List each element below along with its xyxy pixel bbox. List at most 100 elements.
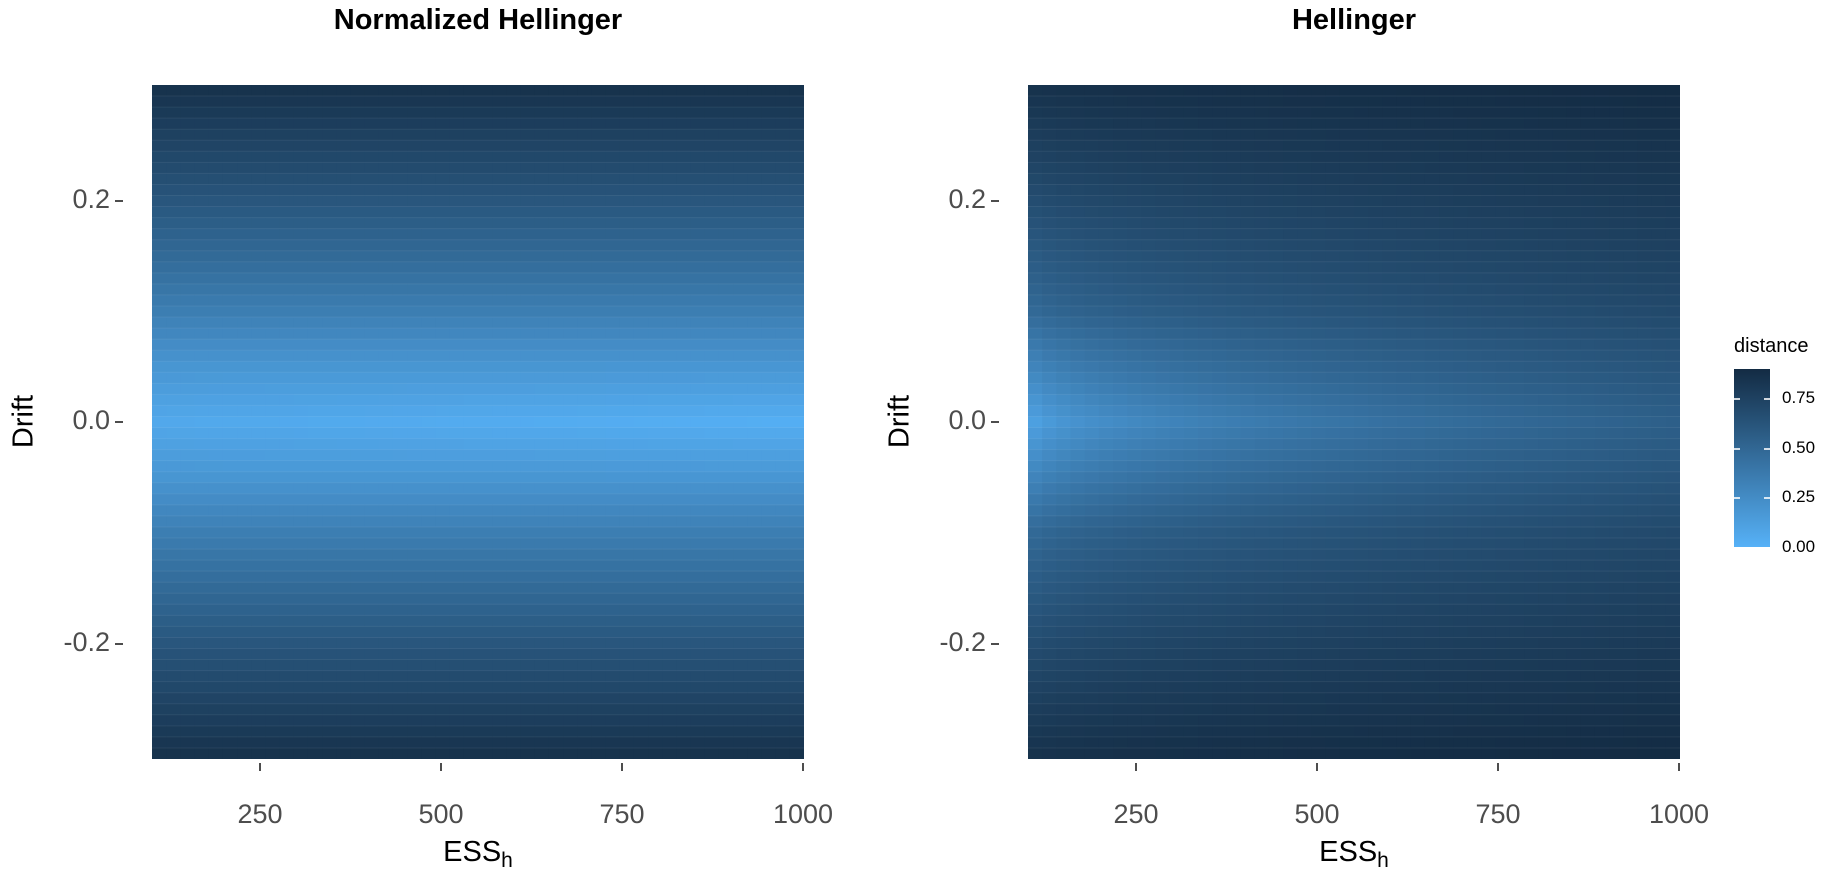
heatmap-cell bbox=[761, 317, 777, 329]
heatmap-cell bbox=[449, 604, 465, 616]
heatmap-cell bbox=[463, 283, 479, 296]
heatmap-cell bbox=[237, 438, 252, 451]
heatmap-cell bbox=[577, 405, 592, 418]
heatmap-cell bbox=[293, 118, 309, 130]
heatmap-cell bbox=[1382, 272, 1398, 285]
heatmap-cell bbox=[1311, 504, 1327, 517]
heatmap-cell bbox=[605, 526, 621, 539]
heatmap-cell bbox=[1495, 140, 1511, 152]
heatmap-cell bbox=[1665, 383, 1680, 395]
heatmap-cell bbox=[662, 538, 678, 550]
heatmap-cell bbox=[1538, 173, 1554, 186]
heatmap-cell bbox=[194, 96, 210, 108]
heatmap-cell bbox=[633, 261, 649, 274]
heatmap-cell bbox=[1609, 438, 1624, 451]
heatmap-cell bbox=[591, 615, 607, 628]
heatmap-cell bbox=[449, 593, 465, 605]
heatmap-cell bbox=[761, 151, 777, 163]
heatmap-cell bbox=[676, 582, 692, 594]
heatmap-cell bbox=[1169, 96, 1185, 108]
heatmap-cell bbox=[662, 560, 678, 572]
heatmap-cell bbox=[265, 714, 281, 727]
heatmap-cell bbox=[591, 283, 607, 296]
heatmap-cell bbox=[747, 637, 763, 650]
heatmap-cell bbox=[520, 239, 536, 252]
heatmap-cell bbox=[180, 228, 196, 241]
heatmap-cell bbox=[1424, 217, 1440, 230]
heatmap-cell bbox=[166, 736, 181, 749]
heatmap-cell bbox=[1354, 582, 1369, 594]
heatmap-cell bbox=[265, 659, 281, 672]
heatmap-cell bbox=[1594, 560, 1610, 572]
heatmap-cell bbox=[690, 140, 706, 152]
heatmap-cell bbox=[1028, 151, 1043, 163]
heatmap-cell bbox=[1623, 471, 1639, 484]
heatmap-cell bbox=[761, 427, 777, 440]
heatmap-cell bbox=[1084, 96, 1100, 108]
heatmap-cell bbox=[704, 118, 720, 130]
heatmap-cell bbox=[293, 648, 309, 661]
heatmap-cell bbox=[1580, 239, 1596, 252]
heatmap-cell bbox=[506, 725, 522, 738]
heatmap-cell bbox=[690, 294, 706, 307]
heatmap-cell bbox=[180, 272, 196, 285]
heatmap-cell bbox=[577, 615, 592, 628]
heatmap-cell bbox=[1098, 228, 1114, 241]
heatmap-cell bbox=[1325, 140, 1341, 152]
heatmap-cell bbox=[1198, 405, 1213, 418]
heatmap-cell bbox=[492, 493, 507, 506]
heatmap-cell bbox=[520, 261, 536, 274]
heatmap-cell bbox=[307, 427, 323, 440]
heatmap-cell bbox=[152, 294, 167, 307]
heatmap-cell bbox=[478, 239, 493, 252]
heatmap-cell bbox=[1070, 118, 1086, 130]
heatmap-cell bbox=[279, 372, 295, 384]
heatmap-cell bbox=[676, 217, 692, 230]
heatmap-cell bbox=[307, 317, 323, 329]
heatmap-cell bbox=[350, 725, 366, 738]
heatmap-cell bbox=[265, 118, 281, 130]
heatmap-cell bbox=[605, 228, 621, 241]
heatmap-cell bbox=[1410, 151, 1426, 163]
heatmap-cell bbox=[1339, 151, 1355, 163]
heatmap-cell bbox=[478, 294, 493, 307]
heatmap-cell bbox=[1098, 118, 1114, 130]
heatmap-cell bbox=[208, 526, 224, 539]
heatmap-cell bbox=[1538, 427, 1554, 440]
heatmap-cell bbox=[449, 504, 465, 517]
heatmap-cell bbox=[1439, 261, 1454, 274]
heatmap-cell bbox=[1467, 582, 1483, 594]
heatmap-cell bbox=[265, 294, 281, 307]
heatmap-cell bbox=[463, 648, 479, 661]
heatmap-cell bbox=[761, 162, 777, 174]
heatmap-cell bbox=[577, 637, 592, 650]
heatmap-cell bbox=[378, 615, 394, 628]
heatmap-cell bbox=[1481, 184, 1497, 197]
heatmap-cell bbox=[1240, 261, 1256, 274]
heatmap-cell bbox=[548, 604, 564, 616]
heatmap-cell bbox=[1297, 438, 1313, 451]
heatmap-cell bbox=[1623, 162, 1639, 174]
heatmap-cell bbox=[1183, 96, 1199, 108]
heatmap-cell bbox=[676, 714, 692, 727]
heatmap-cell bbox=[648, 206, 663, 219]
heatmap-cell bbox=[392, 85, 408, 97]
heatmap-cell bbox=[152, 471, 167, 484]
heatmap-cell bbox=[548, 372, 564, 384]
heatmap-cell bbox=[322, 549, 337, 561]
heatmap-cell bbox=[662, 471, 678, 484]
heatmap-cell bbox=[449, 361, 465, 373]
heatmap-cell bbox=[478, 107, 493, 119]
heatmap-cell bbox=[605, 239, 621, 252]
heatmap-cell bbox=[789, 604, 804, 616]
heatmap-cell bbox=[492, 560, 507, 572]
heatmap-cell bbox=[1169, 206, 1185, 219]
heatmap-cell bbox=[194, 637, 210, 650]
heatmap-cell bbox=[1509, 283, 1525, 296]
heatmap-cell bbox=[421, 206, 437, 219]
heatmap-cell bbox=[1056, 493, 1072, 506]
heatmap-cell bbox=[718, 648, 734, 661]
heatmap-cell bbox=[591, 250, 607, 263]
heatmap-cell bbox=[1580, 372, 1596, 384]
heatmap-cell bbox=[435, 294, 451, 307]
